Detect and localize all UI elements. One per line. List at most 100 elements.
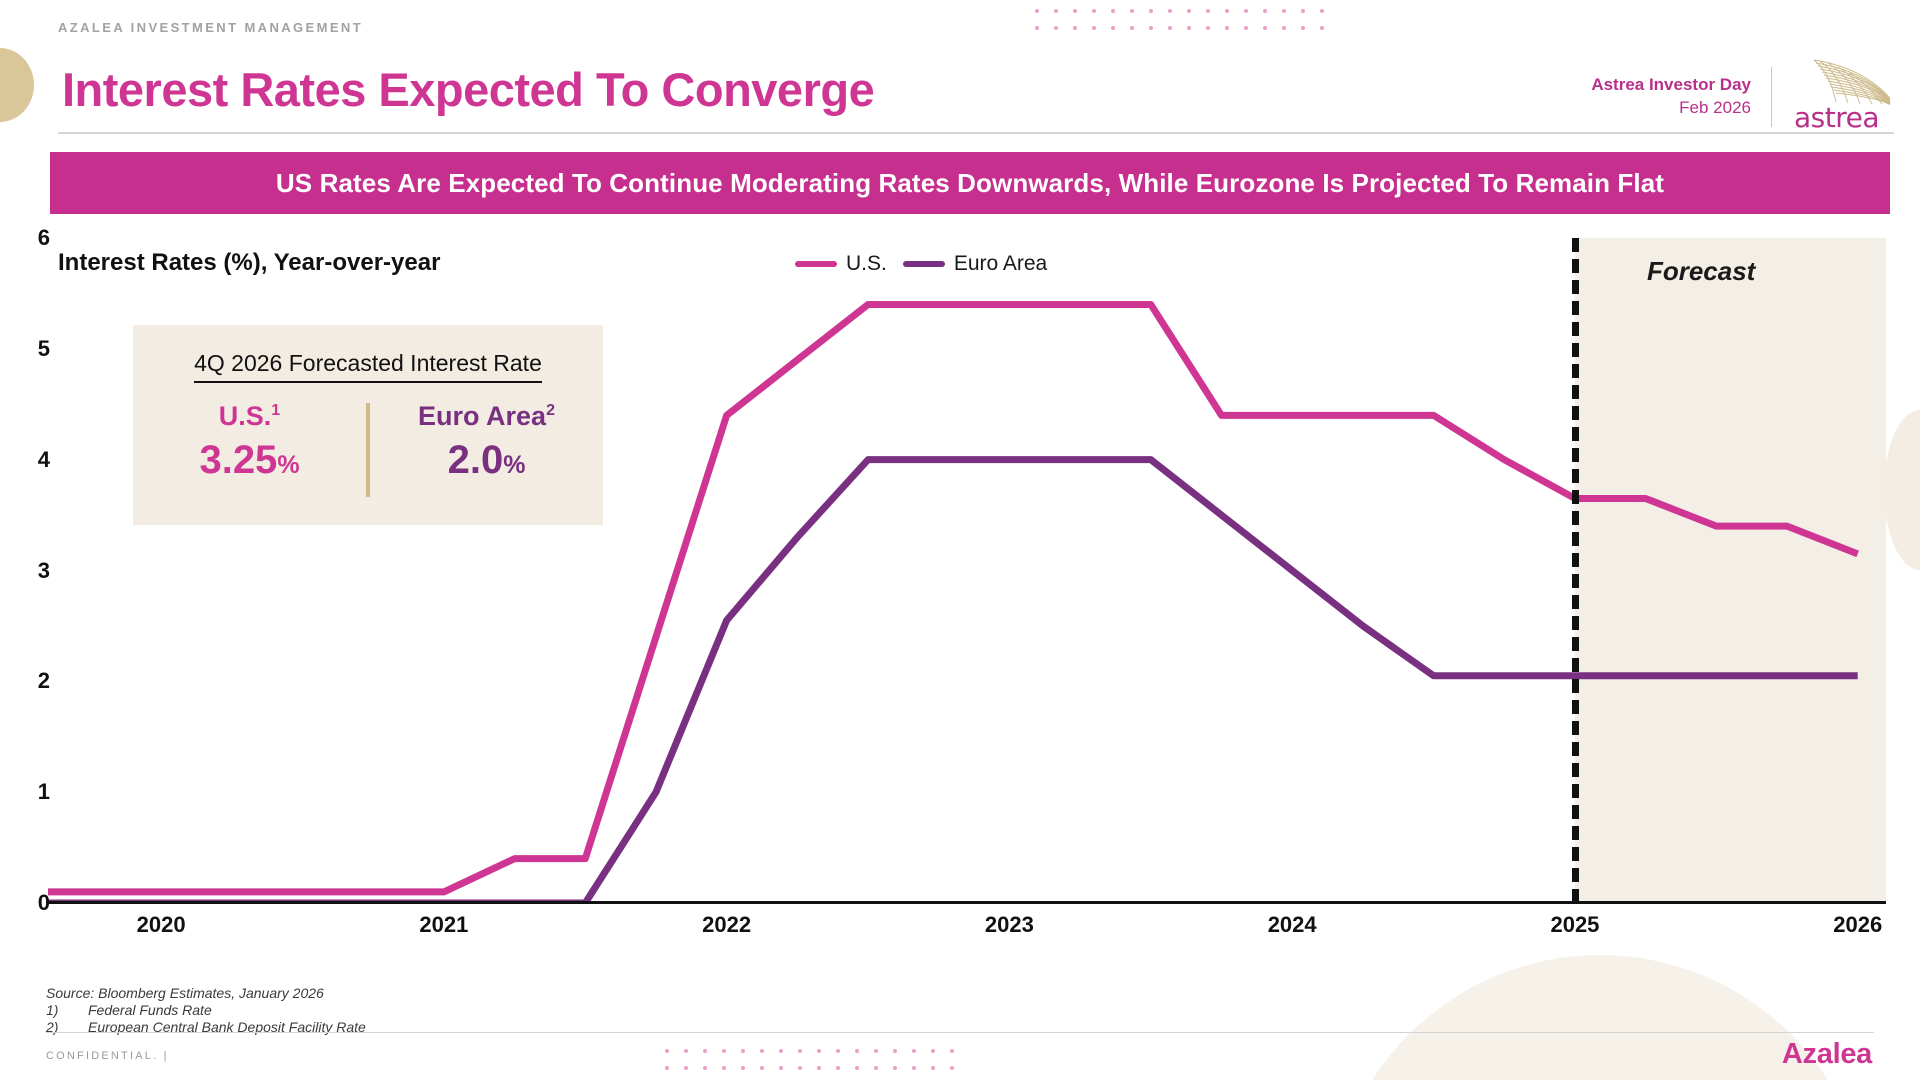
series-line-us xyxy=(48,301,1859,896)
decorative-dot xyxy=(1054,26,1058,30)
decorative-dot xyxy=(1244,9,1248,13)
callout-value-us-number: 3.25 xyxy=(199,438,278,482)
decorative-dot xyxy=(893,1049,897,1053)
legend-swatch-us xyxy=(795,261,837,267)
decorative-dot xyxy=(950,1049,954,1053)
decorative-dot xyxy=(1187,9,1191,13)
decorative-dot-row xyxy=(1035,9,1339,26)
forecast-label: Forecast xyxy=(1646,256,1756,286)
decorative-dot xyxy=(817,1049,821,1053)
decorative-dot xyxy=(874,1066,878,1070)
chart-legend: U.S. Euro Area xyxy=(795,252,1047,276)
callout-head-euro-footnote: 2 xyxy=(546,402,555,419)
header-divider xyxy=(58,132,1894,134)
decorative-dot xyxy=(1054,9,1058,13)
callout-vertical-divider xyxy=(366,403,370,497)
y-axis-tick-label: 5 xyxy=(37,335,50,361)
header-right-block: Astrea Investor Day Feb 2026 xyxy=(1591,59,1900,134)
event-block: Astrea Investor Day Feb 2026 xyxy=(1591,74,1771,120)
confidential-label: CONFIDENTIAL. | xyxy=(46,1050,169,1062)
legend-swatch-euro xyxy=(902,261,945,267)
forecast-shaded-region xyxy=(1574,238,1886,903)
decorative-dot xyxy=(741,1049,745,1053)
decorative-dot xyxy=(1111,9,1115,13)
decorative-dot xyxy=(1225,9,1229,13)
decorative-dot xyxy=(1092,9,1096,13)
footnote-text: Federal Funds Rate xyxy=(88,1002,212,1019)
x-axis-labels: 2020 2021 2022 2023 2024 2025 2026 xyxy=(48,912,1886,952)
decorative-dot xyxy=(760,1066,764,1070)
decorative-dot xyxy=(836,1049,840,1053)
decorative-dot xyxy=(1130,26,1134,30)
page-title: Interest Rates Expected To Converge xyxy=(62,63,875,116)
decorative-dot xyxy=(950,1066,954,1070)
decorative-dot xyxy=(1130,9,1134,13)
series-line-euro xyxy=(48,456,1858,903)
decorative-dot xyxy=(722,1066,726,1070)
y-axis-tick-label: 6 xyxy=(37,225,50,250)
decorative-dot xyxy=(1073,26,1077,30)
decorative-dot xyxy=(817,1066,821,1070)
x-axis-line xyxy=(48,901,1886,904)
callout-columns: U.S.1 3.25% Euro Area2 2.0% xyxy=(133,401,603,511)
decorative-dot xyxy=(1168,26,1172,30)
decorative-dot xyxy=(684,1049,688,1053)
decorative-dot xyxy=(1111,26,1115,30)
decorative-dot xyxy=(684,1066,688,1070)
decorative-dot-grid-top xyxy=(1035,9,1339,43)
callout-value-euro-number: 2.0 xyxy=(447,438,504,482)
decorative-dot xyxy=(760,1049,764,1053)
decorative-dot xyxy=(1225,26,1229,30)
footnote-number: 1) xyxy=(46,1002,59,1019)
forecast-divider-line xyxy=(1571,238,1579,903)
decorative-dot xyxy=(912,1066,916,1070)
decorative-dot xyxy=(741,1066,745,1070)
decorative-dot xyxy=(798,1066,802,1070)
source-footnotes: Source: Bloomberg Estimates, January 202… xyxy=(46,985,366,1036)
decorative-dot xyxy=(912,1049,916,1053)
decorative-dot xyxy=(1073,9,1077,13)
event-date: Feb 2026 xyxy=(1679,98,1751,117)
decorative-dot xyxy=(722,1049,726,1053)
decorative-dot xyxy=(855,1066,859,1070)
x-axis-tick-label: 2023 xyxy=(984,912,1034,937)
decorative-dot-row xyxy=(665,1049,969,1066)
decorative-dot xyxy=(1206,26,1210,30)
x-axis-tick-label: 2026 xyxy=(1833,912,1883,937)
callout-value-euro-percent: % xyxy=(503,451,526,479)
brand-footer-logo: Azalea xyxy=(1781,1038,1872,1070)
decorative-dot xyxy=(779,1066,783,1070)
y-axis-tick-label: 1 xyxy=(37,779,50,805)
decorative-dot xyxy=(931,1066,935,1070)
decorative-dot xyxy=(703,1049,707,1053)
y-axis-tick-label: 2 xyxy=(37,668,50,694)
decorative-dot-row xyxy=(1035,26,1339,43)
callout-value-us: 3.25% xyxy=(133,438,366,483)
decorative-dot xyxy=(1320,26,1324,30)
forecast-callout-box: 4Q 2026 Forecasted Interest Rate U.S.1 3… xyxy=(133,325,603,525)
decorative-dot xyxy=(1301,9,1305,13)
decorative-dot xyxy=(1149,26,1153,30)
x-axis-tick-label: 2020 xyxy=(136,912,186,937)
decorative-right-circle xyxy=(1884,410,1920,570)
x-axis-tick-label: 2022 xyxy=(702,912,752,937)
chart-title: Interest Rates (%), Year-over-year xyxy=(58,249,441,276)
decorative-dot xyxy=(1282,9,1286,13)
callout-head-us-footnote: 1 xyxy=(271,402,281,419)
decorative-dot xyxy=(893,1066,897,1070)
y-axis-tick-label: 3 xyxy=(37,557,50,583)
decorative-dot xyxy=(1263,26,1267,30)
x-axis-tick-label: 2024 xyxy=(1267,912,1317,937)
decorative-dot xyxy=(1206,9,1210,13)
callout-title: 4Q 2026 Forecasted Interest Rate xyxy=(194,350,542,383)
decorative-dot xyxy=(1168,9,1172,13)
y-axis-tick-label: 0 xyxy=(37,890,50,915)
decorative-dot xyxy=(1149,9,1153,13)
decorative-dot xyxy=(1301,26,1305,30)
key-message-banner: US Rates Are Expected To Continue Modera… xyxy=(50,152,1890,214)
decorative-dot xyxy=(836,1066,840,1070)
decorative-dot xyxy=(874,1049,878,1053)
astrea-logo: astrea xyxy=(1772,59,1900,134)
y-axis-tick-label: 4 xyxy=(37,446,50,472)
